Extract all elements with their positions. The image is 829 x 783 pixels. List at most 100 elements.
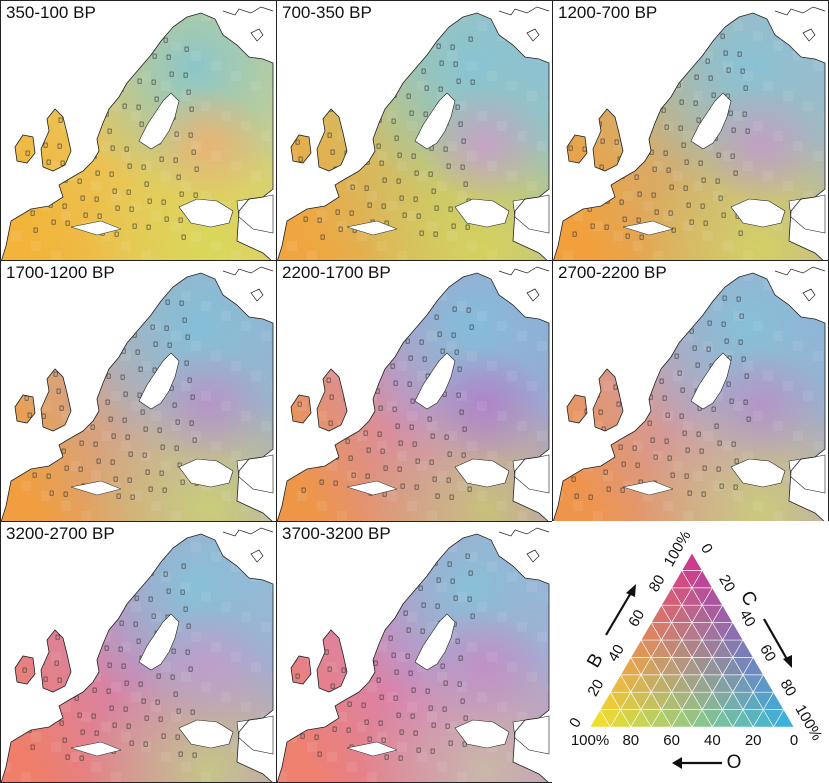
ireland-outline bbox=[14, 655, 36, 685]
baltic-sea bbox=[690, 352, 732, 410]
o-tick-label: 80 bbox=[622, 732, 639, 749]
period-label: 2700-2200 BP bbox=[558, 263, 667, 282]
axis-c-label: C bbox=[736, 588, 761, 610]
black-sea bbox=[454, 719, 510, 749]
coastline bbox=[553, 272, 826, 521]
ireland-outline bbox=[566, 394, 588, 424]
caspian-sea bbox=[788, 194, 826, 234]
grid-colored-land bbox=[553, 13, 825, 260]
caspian-sea bbox=[236, 454, 274, 494]
b-tick-label: 40 bbox=[605, 642, 628, 665]
baltic-sea bbox=[414, 613, 456, 671]
coastline bbox=[1, 12, 274, 260]
europe-map bbox=[1, 527, 274, 782]
mediterranean-sea bbox=[70, 741, 122, 757]
c-tick-label: 20 bbox=[715, 572, 738, 595]
ternary-triangle bbox=[589, 552, 795, 728]
b-tick-label: 20 bbox=[584, 676, 607, 699]
mediterranean-sea bbox=[346, 741, 398, 757]
black-sea bbox=[454, 198, 510, 228]
axis-b-label: B bbox=[583, 650, 608, 671]
map-panel-5: 2200-1700 BP bbox=[276, 260, 553, 522]
grid-colored-land bbox=[277, 273, 549, 521]
ireland-outline bbox=[14, 394, 36, 424]
grid-colored-land bbox=[277, 13, 549, 260]
period-label: 2200-1700 BP bbox=[282, 263, 391, 282]
grid-colored-land bbox=[277, 534, 549, 782]
o-tick-label: 60 bbox=[663, 732, 680, 749]
coastline bbox=[277, 12, 550, 260]
period-label: 700-350 BP bbox=[282, 3, 372, 22]
caspian-sea bbox=[788, 454, 826, 494]
black-sea bbox=[178, 458, 234, 488]
map-panel-6: 2700-2200 BP bbox=[552, 260, 829, 522]
britain-outline bbox=[592, 108, 624, 172]
europe-map bbox=[277, 527, 550, 782]
coastline bbox=[1, 533, 274, 782]
coastline bbox=[277, 272, 550, 521]
mediterranean-sea bbox=[346, 220, 398, 236]
o-tick-label: 40 bbox=[704, 732, 721, 749]
c-tick-label: 80 bbox=[777, 676, 800, 699]
mediterranean-sea bbox=[70, 220, 122, 236]
c-tick-label: 40 bbox=[736, 607, 759, 630]
grid-colored-land bbox=[1, 534, 273, 782]
baltic-sea bbox=[690, 92, 732, 150]
caspian-sea bbox=[236, 194, 274, 234]
britain-outline bbox=[316, 629, 348, 693]
ireland-outline bbox=[14, 134, 36, 164]
mediterranean-sea bbox=[622, 480, 674, 496]
mediterranean-sea bbox=[70, 480, 122, 496]
period-label: 1700-1200 BP bbox=[6, 263, 115, 282]
black-sea bbox=[730, 198, 786, 228]
baltic-sea bbox=[138, 92, 180, 150]
baltic-sea bbox=[138, 613, 180, 671]
europe-map bbox=[553, 6, 826, 260]
period-label: 3700-3200 BP bbox=[282, 524, 391, 543]
europe-map bbox=[1, 266, 274, 521]
europe-map bbox=[1, 6, 274, 260]
map-panel-8: 3700-3200 BP bbox=[276, 521, 553, 783]
britain-outline bbox=[316, 108, 348, 172]
grid-colored-land bbox=[553, 273, 825, 521]
coastline bbox=[553, 12, 826, 260]
map-panel-1: 350-100 BP bbox=[0, 0, 277, 261]
baltic-sea bbox=[138, 352, 180, 410]
baltic-sea bbox=[414, 92, 456, 150]
axis-o-label: O bbox=[727, 752, 742, 773]
europe-map bbox=[553, 266, 826, 521]
mediterranean-sea bbox=[622, 220, 674, 236]
coastline bbox=[1, 272, 274, 521]
black-sea bbox=[454, 458, 510, 488]
black-sea bbox=[178, 719, 234, 749]
mediterranean-sea bbox=[346, 480, 398, 496]
ireland-outline bbox=[290, 655, 312, 685]
period-label: 1200-700 BP bbox=[558, 3, 658, 22]
map-panel-2: 700-350 BP bbox=[276, 0, 553, 261]
baltic-sea bbox=[414, 352, 456, 410]
caspian-sea bbox=[512, 454, 550, 494]
b-tick-label: 0 bbox=[566, 715, 585, 731]
grid-colored-land bbox=[1, 13, 273, 260]
britain-outline bbox=[40, 368, 72, 432]
coastline bbox=[277, 533, 550, 782]
europe-map bbox=[277, 6, 550, 260]
b-tick-label: 80 bbox=[646, 572, 669, 595]
britain-outline bbox=[40, 108, 72, 172]
o-tick-label: 100% bbox=[571, 732, 609, 749]
c-tick-label: 60 bbox=[756, 642, 779, 665]
britain-outline bbox=[40, 629, 72, 693]
britain-outline bbox=[592, 368, 624, 432]
c-tick-label: 0 bbox=[697, 541, 716, 557]
britain-outline bbox=[316, 368, 348, 432]
o-tick-label: 20 bbox=[745, 732, 762, 749]
period-label: 3200-2700 BP bbox=[6, 524, 115, 543]
map-panel-7: 3200-2700 BP bbox=[0, 521, 277, 783]
ireland-outline bbox=[290, 134, 312, 164]
black-sea bbox=[178, 198, 234, 228]
map-panel-3: 1200-700 BP bbox=[552, 0, 829, 261]
axis-arrows bbox=[605, 584, 792, 769]
period-label: 350-100 BP bbox=[6, 3, 96, 22]
